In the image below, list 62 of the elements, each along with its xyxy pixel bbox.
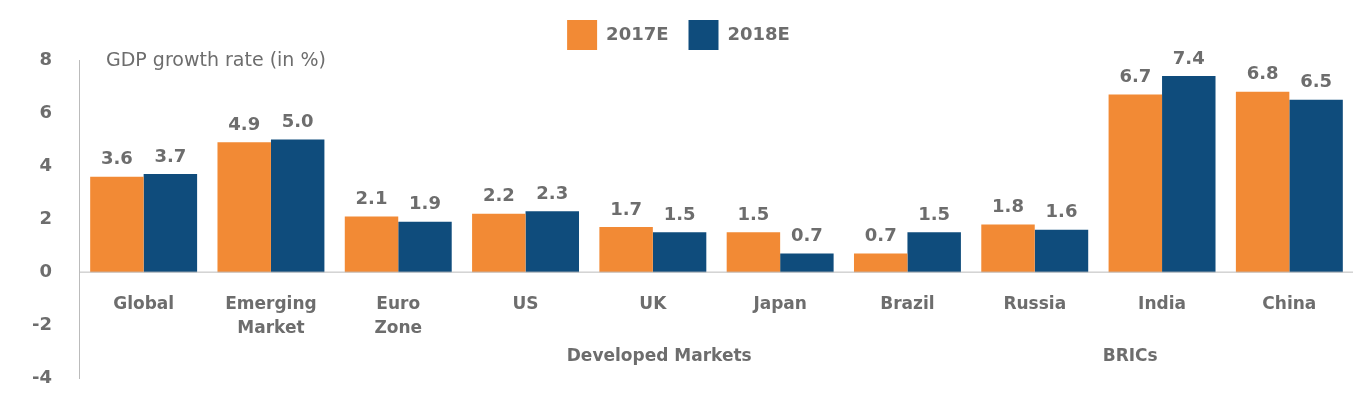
data-label: 1.5 [663, 203, 696, 225]
data-label: 1.9 [409, 192, 441, 214]
bar [270, 139, 325, 273]
x-tick-label: Euro Zone [374, 293, 423, 338]
bar [1289, 99, 1343, 273]
annotation: Developed Markets [566, 345, 752, 366]
chart-title: GDP growth rate (in %) [106, 48, 326, 71]
bar [398, 221, 452, 273]
data-label: 1.5 [737, 203, 770, 225]
x-tick-label: US [512, 293, 539, 314]
annotation: BRICs [1102, 345, 1158, 366]
data-label: 6.7 [1119, 65, 1152, 87]
data-label: 2.3 [536, 181, 569, 203]
data-label: 1.8 [992, 195, 1024, 217]
bar [90, 176, 144, 273]
bar [726, 232, 781, 273]
bar [472, 213, 526, 273]
bar [1034, 229, 1089, 273]
y-tick-label: -4 [32, 365, 52, 387]
y-tick-label: 2 [39, 206, 52, 228]
data-label: 1.5 [918, 203, 951, 225]
bar [1162, 75, 1216, 273]
data-label: 4.9 [228, 112, 261, 134]
data-label: 1.7 [610, 197, 643, 219]
bar [652, 232, 707, 273]
data-label: 6.8 [1246, 62, 1279, 84]
x-tick-label: Japan [752, 293, 807, 314]
data-label: 2.1 [355, 187, 388, 209]
bar [1108, 94, 1163, 273]
data-label: 3.6 [100, 147, 133, 169]
data-label: 0.7 [864, 224, 897, 246]
x-tick-label: Emerging Market [225, 293, 317, 338]
data-label: 1.6 [1045, 200, 1078, 222]
x-tick-label: Russia [1003, 293, 1067, 314]
bar [853, 253, 908, 273]
x-tick-label: UK [639, 293, 668, 314]
bar [217, 142, 271, 273]
x-tick-label: Brazil [880, 293, 935, 314]
y-tick-label: -2 [32, 312, 52, 334]
y-tick-label: 6 [39, 100, 52, 122]
data-label: 2.2 [482, 184, 515, 206]
data-label: 7.4 [1172, 46, 1205, 68]
bar [344, 216, 399, 273]
y-tick-label: 4 [39, 153, 52, 175]
data-label: 6.5 [1300, 70, 1333, 92]
x-tick-label: China [1262, 293, 1317, 314]
data-label: 0.7 [790, 224, 823, 246]
bar [525, 211, 580, 273]
bar [143, 174, 198, 273]
y-tick-label: 0 [39, 259, 52, 281]
bar [1235, 91, 1290, 273]
data-label: 3.7 [154, 144, 187, 166]
bar [599, 227, 653, 273]
x-tick-label: India [1138, 293, 1186, 314]
data-label: 5.0 [281, 110, 314, 132]
bar [981, 224, 1035, 273]
legend-label: 2018E [727, 22, 790, 44]
legend-label: 2017E [606, 22, 669, 44]
y-tick-label: 8 [39, 47, 52, 69]
x-tick-label: Global [113, 293, 175, 314]
bar [907, 232, 961, 273]
bar [780, 253, 834, 273]
